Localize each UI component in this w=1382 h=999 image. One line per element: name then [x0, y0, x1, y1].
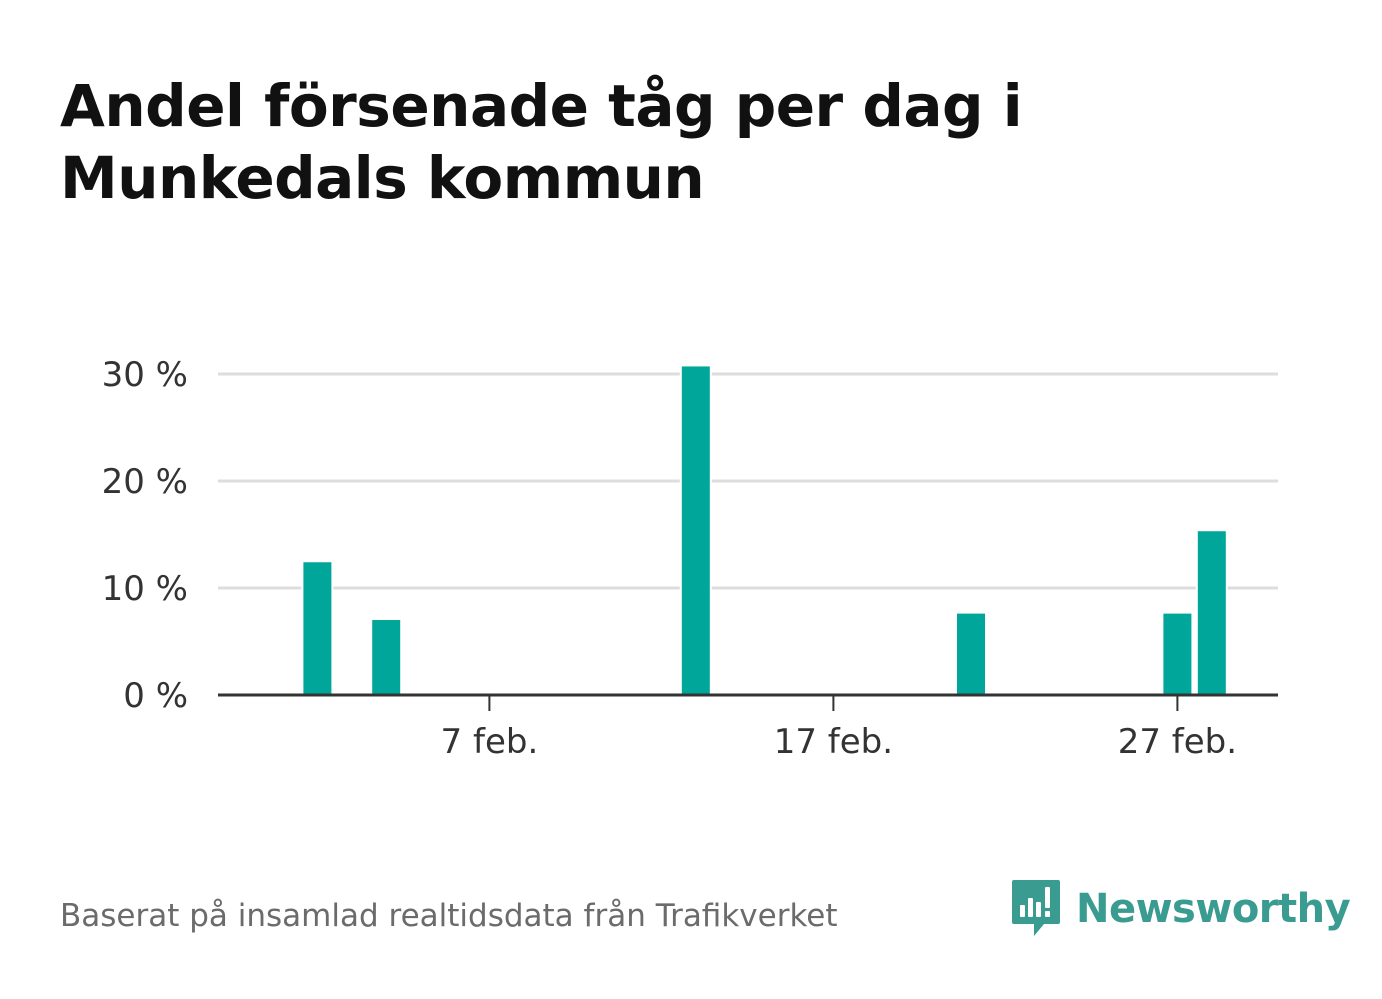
y-tick-label-30: 30 % [102, 355, 188, 395]
bar-2024-02-13 [679, 364, 712, 696]
brand: Newsworthy [1010, 876, 1351, 942]
bar-2024-02-04 [370, 618, 403, 697]
bar-2024-02-28 [1195, 529, 1228, 696]
tick-labels: 0 % 10 % 20 % 30 % 7 feb. 17 feb. 27 feb. [102, 355, 1237, 762]
axes [218, 693, 1278, 711]
gridlines [218, 372, 1278, 590]
y-tick-label-0: 0 % [123, 676, 188, 716]
x-tick-label-2024-02-07: 7 feb. [441, 722, 539, 762]
brand-name: Newsworthy [1076, 886, 1351, 932]
bar-2024-02-27 [1161, 611, 1194, 696]
chart-title-line-1: Andel försenade tåg per dag i [60, 72, 1023, 140]
source-note: Baserat på insamlad realtidsdata från Tr… [60, 898, 838, 934]
bars [301, 364, 1228, 697]
chart-title: Andel försenade tåg per dag i Munkedals … [60, 70, 1060, 214]
newsworthy-logo-icon [1012, 880, 1060, 936]
chart-title-line-2: Munkedals kommun [60, 144, 705, 212]
y-tick-label-20: 20 % [102, 462, 188, 502]
x-tick-label-2024-02-27: 27 feb. [1118, 722, 1237, 762]
bar-2024-02-02 [301, 560, 334, 696]
bar-2024-02-21 [955, 611, 987, 696]
y-tick-label-10: 10 % [102, 569, 188, 609]
x-tick-label-2024-02-17: 17 feb. [774, 722, 893, 762]
